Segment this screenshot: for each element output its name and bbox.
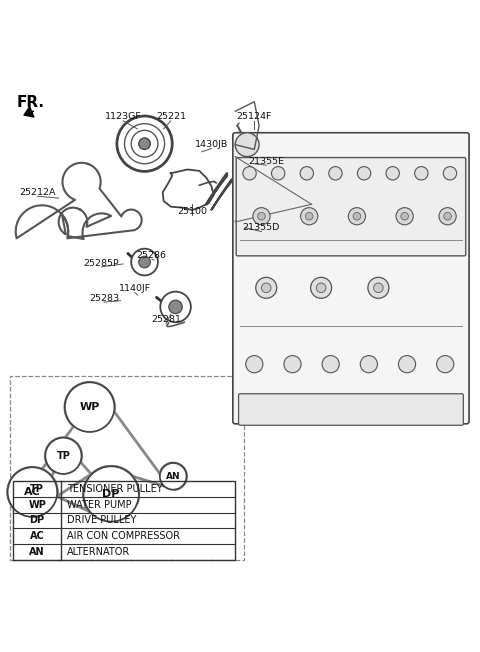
Text: DP: DP: [102, 489, 120, 499]
Circle shape: [360, 355, 377, 373]
Text: 25221: 25221: [156, 113, 186, 121]
Text: 25283: 25283: [89, 294, 119, 303]
Circle shape: [398, 355, 416, 373]
Text: TP: TP: [30, 484, 44, 494]
Circle shape: [139, 256, 150, 268]
Circle shape: [256, 277, 277, 299]
Circle shape: [262, 283, 271, 293]
Circle shape: [246, 355, 263, 373]
Text: AN: AN: [29, 547, 45, 557]
Circle shape: [258, 213, 265, 220]
Text: 25124F: 25124F: [237, 113, 272, 121]
Text: 21355D: 21355D: [243, 223, 280, 232]
Circle shape: [300, 207, 318, 225]
Text: WP: WP: [28, 499, 46, 510]
Text: FR.: FR.: [17, 95, 45, 110]
FancyBboxPatch shape: [10, 376, 244, 560]
Circle shape: [348, 207, 365, 225]
Circle shape: [84, 466, 139, 522]
Text: 1140JF: 1140JF: [119, 284, 151, 293]
Circle shape: [131, 248, 158, 275]
Circle shape: [316, 283, 326, 293]
Circle shape: [160, 291, 191, 322]
Circle shape: [415, 167, 428, 180]
Text: AN: AN: [166, 472, 180, 481]
Text: WP: WP: [80, 402, 100, 412]
Text: WATER PUMP: WATER PUMP: [67, 499, 132, 510]
Text: 25100: 25100: [177, 207, 207, 216]
Text: 1123GF: 1123GF: [105, 113, 142, 121]
Text: ALTERNATOR: ALTERNATOR: [67, 547, 130, 557]
Circle shape: [444, 167, 456, 180]
Circle shape: [253, 207, 270, 225]
Text: 25281: 25281: [151, 316, 181, 324]
Text: 1430JB: 1430JB: [195, 140, 228, 149]
Text: 21355E: 21355E: [248, 157, 284, 166]
Text: AIR CON COMPRESSOR: AIR CON COMPRESSOR: [67, 531, 180, 541]
Text: DP: DP: [30, 516, 45, 526]
Circle shape: [353, 213, 361, 220]
Circle shape: [373, 283, 383, 293]
Circle shape: [272, 167, 285, 180]
Circle shape: [444, 213, 451, 220]
Circle shape: [322, 355, 339, 373]
Circle shape: [311, 277, 332, 299]
Text: 25286: 25286: [137, 251, 167, 260]
Circle shape: [45, 437, 82, 474]
Circle shape: [396, 207, 413, 225]
Circle shape: [358, 167, 371, 180]
Circle shape: [305, 213, 313, 220]
Circle shape: [117, 116, 172, 171]
Circle shape: [243, 167, 256, 180]
Text: 25212A: 25212A: [19, 188, 55, 197]
FancyBboxPatch shape: [239, 394, 463, 425]
Circle shape: [131, 130, 158, 157]
Text: DRIVE PULLEY: DRIVE PULLEY: [67, 516, 136, 526]
Circle shape: [437, 355, 454, 373]
Circle shape: [329, 167, 342, 180]
Text: 25285P: 25285P: [84, 258, 120, 267]
FancyBboxPatch shape: [236, 158, 466, 256]
Text: AC: AC: [30, 531, 45, 541]
Circle shape: [401, 213, 408, 220]
Text: TENSIONER PULLEY: TENSIONER PULLEY: [67, 484, 162, 494]
Text: TP: TP: [57, 451, 71, 461]
Circle shape: [139, 138, 150, 149]
Circle shape: [300, 167, 313, 180]
FancyArrowPatch shape: [24, 107, 34, 117]
Circle shape: [235, 133, 259, 156]
FancyBboxPatch shape: [233, 133, 469, 424]
Circle shape: [124, 124, 165, 164]
Text: AC: AC: [24, 487, 41, 497]
Circle shape: [160, 463, 187, 490]
Circle shape: [169, 300, 182, 314]
Circle shape: [368, 277, 389, 299]
Circle shape: [284, 355, 301, 373]
Circle shape: [8, 467, 57, 517]
Circle shape: [439, 207, 456, 225]
Circle shape: [386, 167, 399, 180]
Circle shape: [65, 382, 115, 432]
